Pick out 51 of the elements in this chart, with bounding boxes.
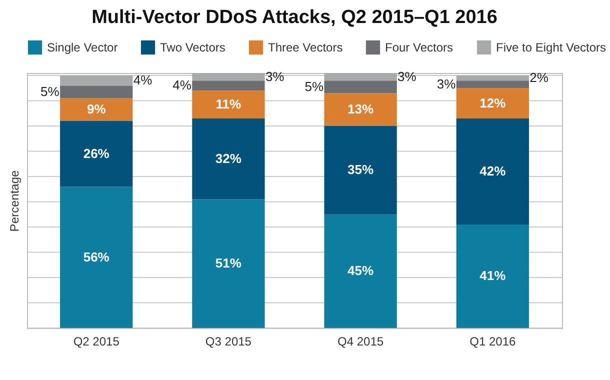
data-label: 3%: [265, 68, 285, 84]
bar: [192, 73, 265, 81]
bar: [456, 118, 529, 224]
bar: [60, 86, 133, 98]
bar: [456, 80, 529, 88]
data-label: 3%: [436, 76, 456, 92]
data-label: 2%: [530, 70, 549, 86]
bar: [324, 80, 397, 94]
bar: [192, 80, 265, 91]
legend-label: Two Vectors: [160, 40, 226, 54]
bar: [192, 90, 265, 118]
y-axis-title: Percentage: [8, 170, 22, 232]
bar: [60, 186, 133, 328]
data-label: 5%: [40, 84, 60, 99]
bar: [324, 73, 397, 81]
x-tick-label: Q2 2015: [73, 334, 120, 348]
bar: [456, 76, 529, 81]
data-label: 13%: [348, 102, 374, 117]
data-label: 45%: [348, 263, 374, 278]
data-label: 56%: [83, 249, 110, 264]
data-label: 4%: [172, 78, 192, 93]
bar: [192, 118, 265, 200]
data-label: 11%: [216, 96, 242, 112]
x-tick-label: Q3 2015: [205, 334, 252, 348]
data-label: 35%: [348, 162, 374, 178]
bar: [324, 126, 397, 214]
data-label: 26%: [83, 146, 110, 161]
data-label: 9%: [86, 102, 106, 117]
chart-title: Multi-Vector DDoS Attacks, Q2 2015–Q1 2016: [92, 7, 498, 28]
bar: [60, 76, 133, 86]
data-label: 4%: [133, 72, 153, 88]
bar: [60, 98, 133, 121]
bar: [192, 199, 265, 328]
legend-label: Three Vectors: [268, 40, 343, 54]
legend-label: Five to Eight Vectors: [496, 40, 606, 54]
bar: [456, 88, 529, 118]
data-label: 51%: [215, 256, 242, 271]
data-label: 42%: [480, 163, 506, 178]
data-label: 41%: [480, 268, 506, 284]
legend-label: Single Vector: [47, 40, 118, 54]
data-label: 5%: [304, 78, 324, 94]
x-tick-label: Q1 2016: [470, 334, 516, 348]
legend-label: Four Vectors: [385, 40, 454, 54]
bar: [324, 93, 397, 126]
x-tick-label: Q4 2015: [338, 334, 384, 348]
bar: [324, 214, 397, 328]
data-label: 3%: [398, 68, 417, 84]
data-label: 32%: [215, 150, 242, 166]
bar: [456, 224, 529, 328]
bar: [60, 120, 133, 187]
data-label: 12%: [480, 95, 506, 110]
